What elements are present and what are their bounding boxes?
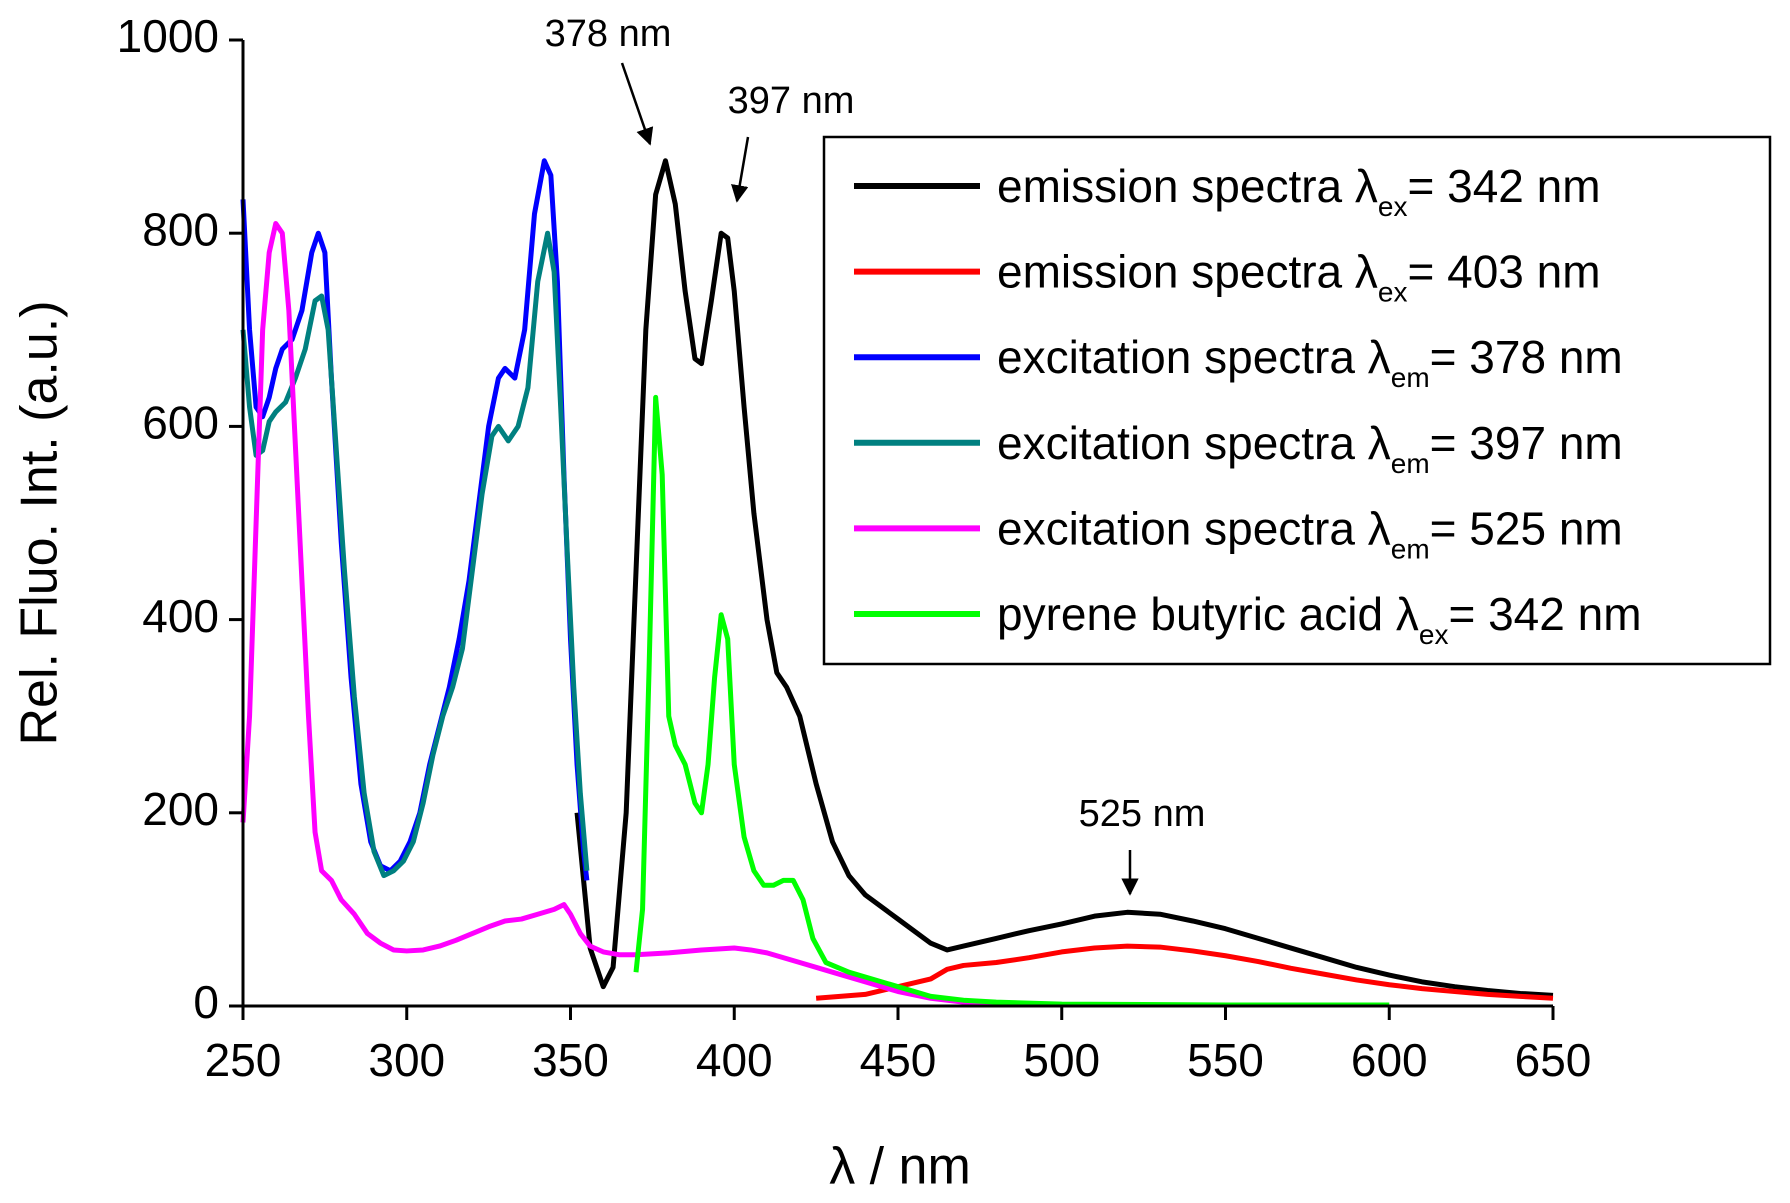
x-tick-label: 300: [368, 1034, 445, 1086]
x-tick-label: 400: [696, 1034, 773, 1086]
annotation-arrow: [620, 62, 654, 146]
legend-subscript: em: [1391, 533, 1430, 564]
legend-name: excitation spectra λ: [997, 417, 1391, 469]
legend-subscript: em: [1391, 448, 1430, 479]
legend-subscript: ex: [1378, 191, 1408, 222]
annotation-arrow: [731, 136, 750, 203]
legend-tail: = 342 nm: [1448, 588, 1641, 640]
x-tick-label: 600: [1351, 1034, 1428, 1086]
y-tick-label: 200: [142, 783, 219, 835]
legend-name: pyrene butyric acid λ: [997, 588, 1419, 640]
legend-subscript: ex: [1419, 619, 1449, 650]
legend-tail: = 525 nm: [1430, 502, 1623, 554]
x-axis-label: λ / nm: [829, 1138, 971, 1196]
series-line: [815, 943, 1554, 1001]
legend-tail: = 378 nm: [1430, 331, 1623, 383]
annotation: 525 nm: [1079, 793, 1206, 835]
legend-name: excitation spectra λ: [997, 502, 1391, 554]
series-line: [240, 221, 1062, 1008]
x-tick-label: 650: [1515, 1034, 1592, 1086]
x-tick-label: 450: [860, 1034, 937, 1086]
x-tick-label: 550: [1187, 1034, 1264, 1086]
series-line: [633, 394, 1390, 1008]
legend-tail: = 342 nm: [1408, 160, 1601, 212]
series-line: [574, 158, 1554, 998]
legend-name: emission spectra λ: [997, 246, 1378, 298]
plot-area: [240, 158, 1554, 1008]
legend-label: excitation spectra λem= 397 nm: [997, 417, 1623, 479]
legend-tail: = 397 nm: [1430, 417, 1623, 469]
legend-box: [822, 135, 1772, 666]
y-tick-label: 600: [142, 397, 219, 449]
legend-subscript: em: [1391, 362, 1430, 393]
legend-label: pyrene butyric acid λex= 342 nm: [997, 588, 1642, 650]
y-axis-label: Rel. Fluo. Int. (a.u.): [11, 300, 69, 745]
y-tick-label: 0: [193, 976, 219, 1028]
legend-name: emission spectra λ: [997, 160, 1378, 212]
x-tick-label: 350: [532, 1034, 609, 1086]
legend-label: emission spectra λex= 403 nm: [997, 246, 1601, 308]
annotation: 378 nm: [545, 13, 672, 55]
legend-label: excitation spectra λem= 525 nm: [997, 502, 1623, 564]
legend-label: emission spectra λex= 342 nm: [997, 160, 1601, 222]
legend-tail: = 403 nm: [1408, 246, 1601, 298]
x-tick-label: 250: [205, 1034, 282, 1086]
legend-label: excitation spectra λem= 378 nm: [997, 331, 1623, 393]
y-tick-label: 800: [142, 203, 219, 255]
y-tick-label: 400: [142, 590, 219, 642]
y-tick-label: 1000: [117, 10, 219, 62]
annotation: 397 nm: [728, 80, 855, 122]
x-tick-label: 500: [1023, 1034, 1100, 1086]
legend-subscript: ex: [1378, 277, 1408, 308]
legend-name: excitation spectra λ: [997, 331, 1391, 383]
